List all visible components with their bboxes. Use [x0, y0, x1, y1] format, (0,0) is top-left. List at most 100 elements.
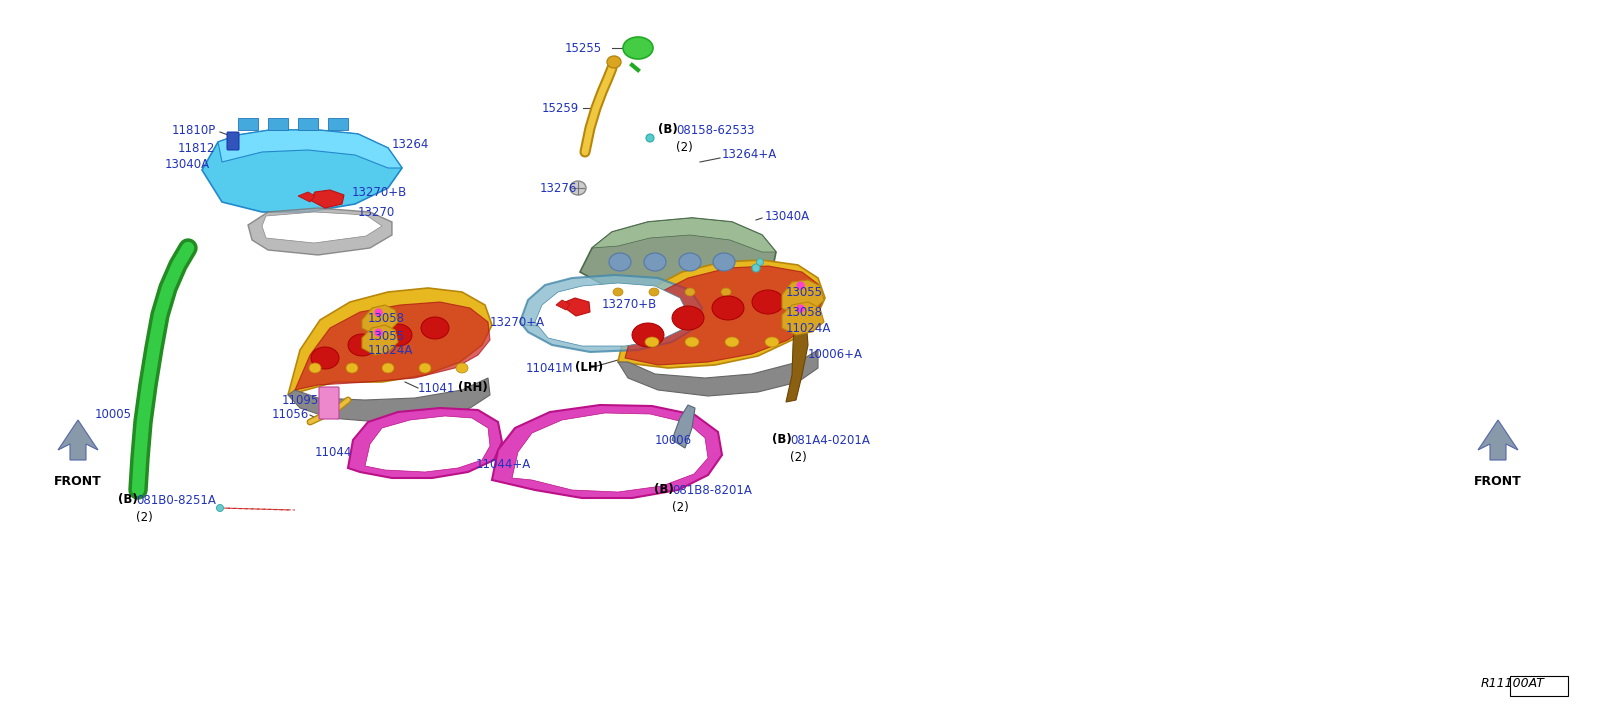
Ellipse shape	[606, 56, 621, 68]
Text: 11056: 11056	[272, 408, 309, 421]
Text: (2): (2)	[136, 511, 152, 524]
Polygon shape	[786, 312, 808, 402]
Polygon shape	[298, 118, 318, 130]
Polygon shape	[512, 413, 707, 492]
Text: 11810P: 11810P	[173, 124, 216, 137]
Text: 13058: 13058	[368, 311, 405, 324]
Ellipse shape	[421, 317, 450, 339]
Text: 13276: 13276	[541, 181, 578, 195]
Polygon shape	[618, 260, 826, 368]
Text: 13270+B: 13270+B	[352, 186, 408, 198]
Text: 13040A: 13040A	[165, 158, 210, 172]
Polygon shape	[534, 283, 688, 346]
Ellipse shape	[622, 37, 653, 59]
Text: (B): (B)	[118, 493, 138, 506]
Text: 081B0-8251A: 081B0-8251A	[136, 493, 216, 506]
Text: (B): (B)	[771, 434, 792, 446]
Polygon shape	[288, 378, 490, 422]
Ellipse shape	[382, 363, 394, 373]
Polygon shape	[365, 416, 490, 472]
Polygon shape	[362, 305, 398, 335]
Polygon shape	[218, 130, 402, 168]
Text: 11812: 11812	[178, 142, 216, 155]
Ellipse shape	[752, 264, 760, 272]
Text: FRONT: FRONT	[54, 475, 102, 488]
Text: 11024A: 11024A	[368, 344, 413, 357]
Ellipse shape	[725, 337, 739, 347]
Polygon shape	[782, 280, 824, 315]
Ellipse shape	[646, 134, 654, 142]
Text: 10006: 10006	[654, 434, 693, 446]
Ellipse shape	[310, 347, 339, 369]
Polygon shape	[310, 190, 344, 208]
Text: 13264: 13264	[392, 139, 429, 152]
Text: 11024A: 11024A	[786, 321, 832, 334]
Text: (RH): (RH)	[458, 382, 488, 395]
Text: 08158-62533: 08158-62533	[675, 124, 755, 137]
Ellipse shape	[712, 296, 744, 320]
Polygon shape	[592, 218, 776, 252]
Text: 11044: 11044	[315, 446, 352, 459]
Ellipse shape	[643, 253, 666, 271]
FancyBboxPatch shape	[227, 132, 238, 150]
Ellipse shape	[645, 337, 659, 347]
Polygon shape	[238, 118, 258, 130]
Ellipse shape	[650, 288, 659, 296]
Polygon shape	[672, 405, 694, 448]
Ellipse shape	[752, 290, 784, 314]
Ellipse shape	[384, 324, 413, 346]
Ellipse shape	[613, 288, 622, 296]
Ellipse shape	[419, 363, 430, 373]
Ellipse shape	[610, 253, 630, 271]
Text: (B): (B)	[654, 483, 674, 497]
Text: 15259: 15259	[542, 101, 579, 114]
Text: (2): (2)	[675, 142, 693, 155]
Text: 13055: 13055	[786, 285, 822, 298]
FancyBboxPatch shape	[318, 387, 339, 419]
Polygon shape	[557, 300, 570, 310]
Text: 13270: 13270	[358, 206, 395, 219]
Text: 13040A: 13040A	[765, 209, 810, 222]
Polygon shape	[1478, 420, 1518, 460]
Text: 15255: 15255	[565, 42, 602, 55]
Text: 10005: 10005	[94, 408, 131, 421]
Ellipse shape	[714, 253, 734, 271]
Ellipse shape	[672, 306, 704, 330]
Text: 11044+A: 11044+A	[477, 459, 531, 472]
Polygon shape	[565, 298, 590, 316]
Ellipse shape	[722, 288, 731, 296]
Polygon shape	[328, 118, 349, 130]
Text: 11041M: 11041M	[526, 362, 573, 375]
Polygon shape	[298, 192, 315, 202]
Polygon shape	[626, 266, 822, 365]
Ellipse shape	[346, 363, 358, 373]
Polygon shape	[362, 325, 398, 355]
Ellipse shape	[685, 337, 699, 347]
Text: (B): (B)	[658, 124, 678, 137]
Text: FRONT: FRONT	[1474, 475, 1522, 488]
Text: 13264+A: 13264+A	[722, 149, 778, 162]
Polygon shape	[782, 302, 824, 335]
Text: 11041: 11041	[418, 382, 456, 395]
Text: (LH): (LH)	[574, 362, 603, 375]
Text: 13270+B: 13270+B	[602, 298, 658, 311]
Ellipse shape	[678, 253, 701, 271]
Ellipse shape	[685, 288, 694, 296]
Text: 11095: 11095	[282, 393, 320, 406]
Polygon shape	[294, 302, 490, 390]
Text: 13055: 13055	[368, 329, 405, 342]
Ellipse shape	[632, 323, 664, 347]
Text: (2): (2)	[672, 501, 688, 515]
Ellipse shape	[570, 181, 586, 195]
Polygon shape	[202, 130, 402, 212]
Polygon shape	[520, 275, 702, 352]
Polygon shape	[248, 208, 392, 255]
Polygon shape	[349, 408, 502, 478]
Polygon shape	[58, 420, 98, 460]
Polygon shape	[269, 118, 288, 130]
Polygon shape	[618, 350, 818, 396]
Ellipse shape	[456, 363, 467, 373]
Polygon shape	[262, 212, 382, 243]
Text: 081B8-8201A: 081B8-8201A	[672, 483, 752, 497]
Ellipse shape	[765, 337, 779, 347]
